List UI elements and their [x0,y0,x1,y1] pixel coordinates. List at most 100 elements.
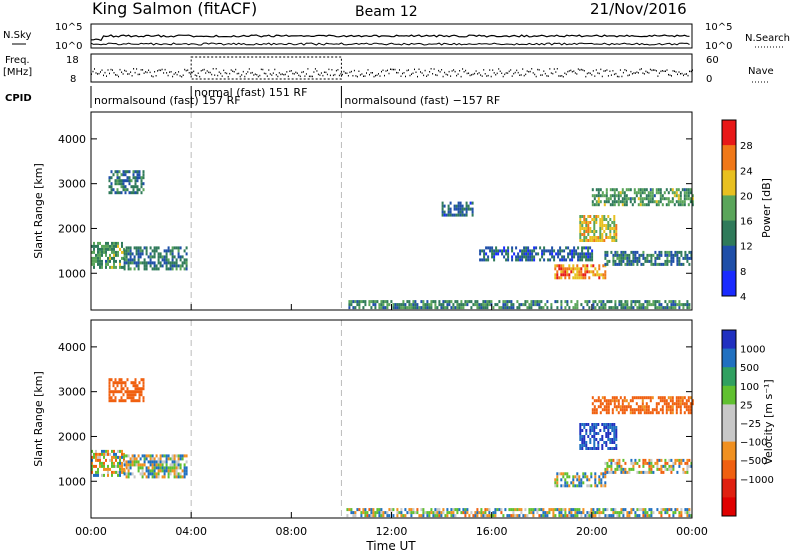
heatmap-cell [576,478,579,482]
freq-point [98,72,100,75]
heatmap-cell [683,396,686,400]
heatmap-cell [428,306,431,310]
heatmap-cell [139,249,142,253]
heatmap-cell [139,261,142,265]
heatmap-cell [515,246,518,250]
heatmap-cell [554,273,557,277]
freq-label-line1: Freq. [5,55,30,66]
heatmap-cell [616,262,619,266]
heatmap-cell [648,303,651,307]
freq-point [361,73,363,75]
heatmap-cell [378,508,381,512]
heatmap-cell [652,300,655,304]
freq-point [248,68,250,70]
heatmap-cell [564,300,567,304]
freq-point [328,68,330,71]
heatmap-cell [117,244,119,248]
heatmap-cell [578,273,581,277]
freq-point [211,73,213,76]
heatmap-cell [652,253,655,257]
heatmap-cell [644,256,647,260]
heatmap-cell [564,267,567,271]
freq-point [323,71,325,73]
heatmap-cell [446,508,449,512]
heatmap-cell [598,481,601,485]
heatmap-cell [646,514,649,518]
freq-point [582,69,584,71]
heatmap-cell [600,484,603,488]
heatmap-cell [118,170,121,174]
heatmap-cell [175,466,178,470]
heatmap-cell [99,458,101,462]
heatmap-cell [374,303,377,307]
heatmap-cell [687,411,690,415]
heatmap-cell [604,270,607,274]
freq-point [630,70,632,73]
heatmap-cell [689,408,692,412]
heatmap-cell [675,396,678,400]
heatmap-cell [686,256,689,260]
heatmap-cell [610,250,613,254]
freq-point [643,73,645,75]
heatmap-cell [613,194,616,198]
heatmap-cell [179,267,182,271]
heatmap-cell [175,264,178,268]
heatmap-cell [618,514,621,518]
freq-point [540,74,542,76]
freq-point [619,69,621,71]
heatmap-cell [585,221,588,224]
heatmap-cell [672,256,675,260]
freq-point [634,72,636,74]
heatmap-cell [583,218,586,221]
heatmap-cell [350,511,353,515]
heatmap-cell [521,252,524,256]
heatmap-cell [122,387,125,391]
freq-point [388,72,390,75]
heatmap-cell [615,239,618,242]
heatmap-cell [680,253,683,257]
heatmap-cell [143,267,146,271]
heatmap-cell [631,203,634,207]
freq-point [642,72,644,74]
heatmap-cell [151,472,154,476]
heatmap-cell [350,300,353,304]
heatmap-cell [614,508,617,512]
freq-point [341,73,343,76]
heatmap-cell [149,258,152,262]
heatmap-cell [600,303,603,307]
heatmap-cell [161,475,164,479]
heatmap-cell [587,435,590,438]
heatmap-cell [593,239,596,242]
heatmap-cell [630,461,633,465]
freq-point [314,68,316,70]
heatmap-cell [119,455,121,459]
heatmap-cell [618,464,621,468]
heatmap-cell [454,306,457,310]
freq-point [390,68,391,70]
freq-point [92,70,94,73]
heatmap-cell [113,449,115,453]
heatmap-cell [173,469,176,473]
heatmap-cell [177,472,180,476]
freq-point [423,74,425,77]
cpid-mode-label: normal (fast) 151 RF [194,86,307,99]
heatmap-cell [568,475,571,479]
heatmap-cell [457,210,460,214]
heatmap-cell [582,273,585,277]
heatmap-cell [564,481,567,485]
heatmap-cell [607,236,610,239]
heatmap-cell [589,230,592,233]
heatmap-cell [128,396,131,400]
heatmap-cell [131,460,134,464]
heatmap-cell [587,221,590,224]
heatmap-cell [122,381,125,385]
heatmap-cell [648,514,651,518]
heatmap-cell [151,255,154,259]
heatmap-cell [651,197,654,201]
heatmap-cell [396,303,399,307]
freq-point [296,72,298,74]
nave-tick-bottom: 0 [706,74,712,85]
heatmap-cell [625,405,628,409]
heatmap-cell [661,399,664,403]
